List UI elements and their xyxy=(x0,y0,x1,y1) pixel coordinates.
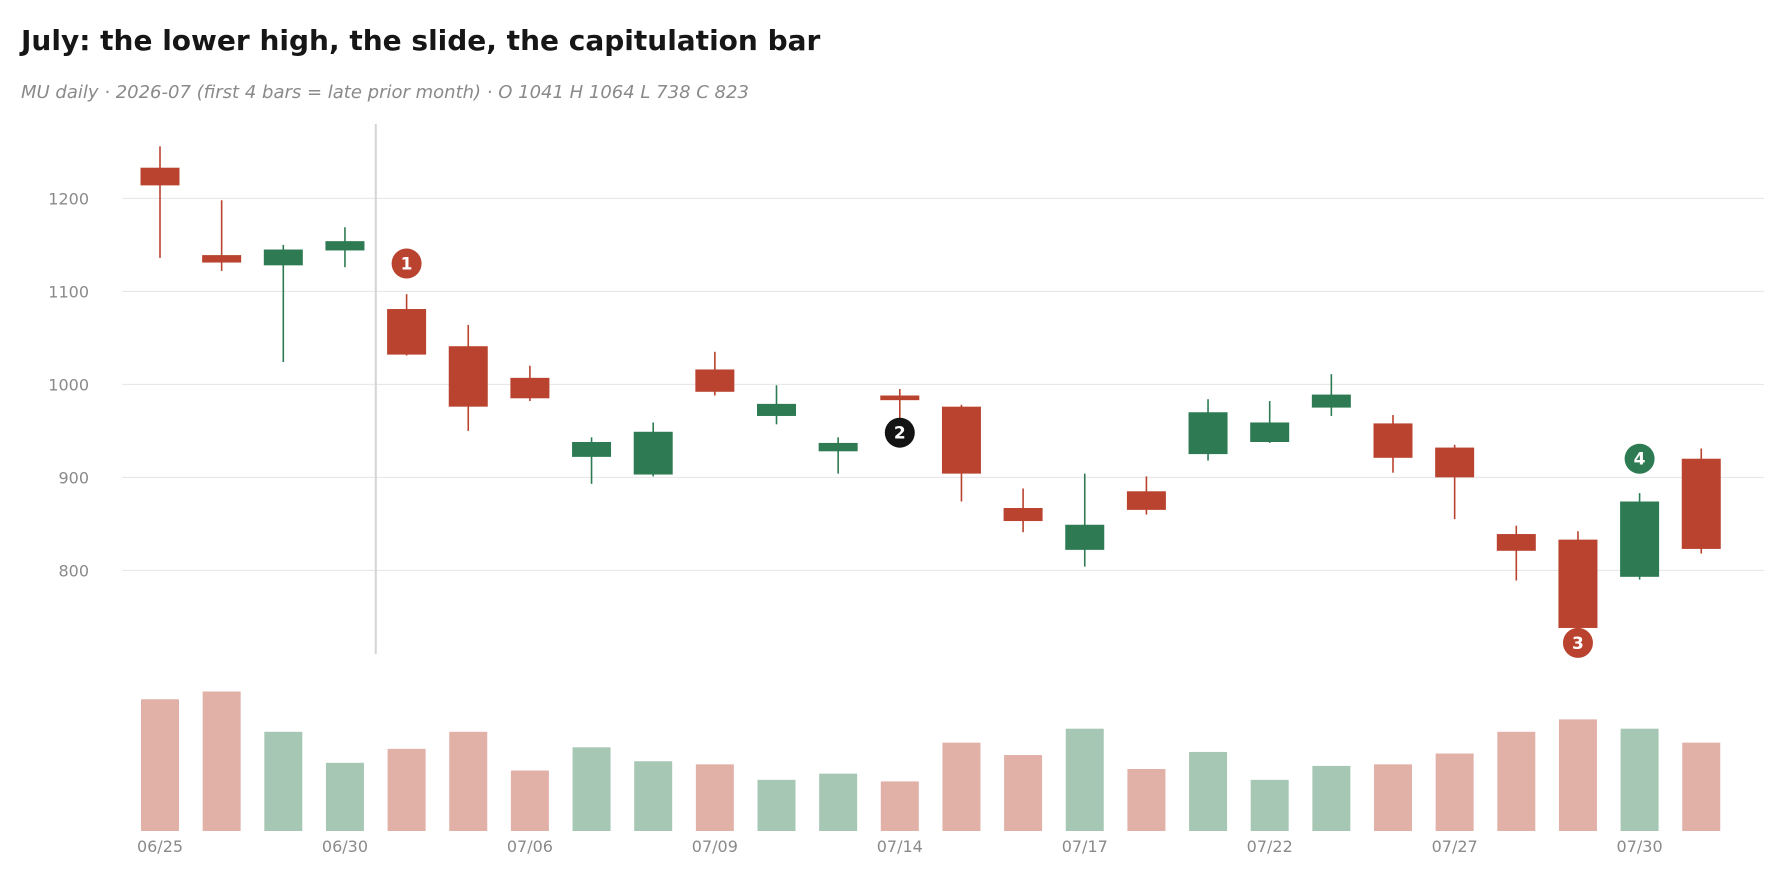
y-tick-label: 1200 xyxy=(48,189,89,208)
annotation-marker xyxy=(884,417,915,448)
volume-bar xyxy=(510,770,549,831)
candle-body xyxy=(572,442,612,457)
candle-body xyxy=(1558,539,1598,628)
volume-bar xyxy=(449,731,488,831)
x-tick-label: 07/17 xyxy=(1062,837,1108,856)
volume-bar xyxy=(1312,765,1351,831)
volume-bar xyxy=(325,762,364,831)
candle-body xyxy=(1311,394,1351,408)
candle-body xyxy=(325,241,365,251)
chart-title: July: the lower high, the slide, the cap… xyxy=(21,24,821,57)
annotation-marker xyxy=(1562,627,1593,658)
candle-body xyxy=(1681,458,1721,549)
candle-body xyxy=(387,309,427,355)
annotation-label: 4 xyxy=(1634,450,1646,470)
volume-bar xyxy=(1497,731,1536,831)
volume-bar xyxy=(1250,779,1289,831)
annotation-label: 2 xyxy=(894,424,906,444)
volume-bar xyxy=(1435,753,1474,831)
volume-bar xyxy=(819,773,858,831)
candle-body xyxy=(1126,491,1166,510)
x-tick-label: 07/30 xyxy=(1617,837,1663,856)
volume-bar xyxy=(141,699,179,831)
candle-body xyxy=(510,377,550,399)
candle-body xyxy=(1620,501,1660,577)
chart-subtitle: MU daily · 2026-07 (first 4 bars = late … xyxy=(21,82,749,103)
volume-bar xyxy=(1004,755,1043,831)
volume-bar xyxy=(757,779,796,831)
x-tick-label: 06/30 xyxy=(322,837,368,856)
volume-bar xyxy=(1620,728,1659,831)
x-tick-label: 07/06 xyxy=(507,837,553,856)
y-tick-label: 1100 xyxy=(48,282,89,301)
x-tick-label: 06/25 xyxy=(137,837,183,856)
candle-body xyxy=(1373,423,1413,458)
x-tick-label: 07/14 xyxy=(877,837,923,856)
candle-body xyxy=(140,167,180,186)
volume-bar xyxy=(942,742,981,831)
candle-body xyxy=(941,406,981,474)
candle-body xyxy=(202,255,242,263)
candle-body xyxy=(695,369,735,392)
volume-bar xyxy=(1682,742,1721,831)
annotation-marker xyxy=(391,248,422,279)
y-tick-label: 900 xyxy=(58,468,89,487)
candle-body xyxy=(880,395,920,401)
candle-body xyxy=(1003,508,1043,522)
volume-bar xyxy=(634,761,673,831)
volume-bar xyxy=(1189,751,1228,831)
y-tick-label: 1000 xyxy=(48,375,89,394)
volume-bar xyxy=(202,691,241,831)
y-tick-label: 800 xyxy=(58,561,89,580)
volume-bar xyxy=(572,747,611,831)
volume-bar xyxy=(1558,719,1597,831)
candle-body xyxy=(1435,447,1475,478)
volume-bar xyxy=(264,731,303,831)
annotation-label: 3 xyxy=(1572,634,1584,654)
candle-body xyxy=(1250,422,1290,442)
annotation-label: 1 xyxy=(401,254,413,274)
candle-body xyxy=(263,249,303,266)
volume-bar xyxy=(1127,769,1166,831)
candle-body xyxy=(818,442,858,452)
x-tick-label: 07/27 xyxy=(1432,837,1478,856)
candle-body xyxy=(757,403,796,416)
volume-bar xyxy=(1065,728,1104,831)
volume-bar xyxy=(695,764,734,831)
x-tick-label: 07/22 xyxy=(1247,837,1293,856)
x-tick-label: 07/09 xyxy=(692,837,738,856)
candle-body xyxy=(448,346,488,407)
candle-body xyxy=(1065,524,1105,550)
volume-bar xyxy=(880,781,919,831)
candle-body xyxy=(1188,412,1228,455)
annotation-marker xyxy=(1624,443,1655,474)
volume-bar xyxy=(387,748,426,831)
candle-body xyxy=(633,431,673,475)
candle-body xyxy=(1496,534,1536,551)
volume-bar xyxy=(1374,764,1412,831)
